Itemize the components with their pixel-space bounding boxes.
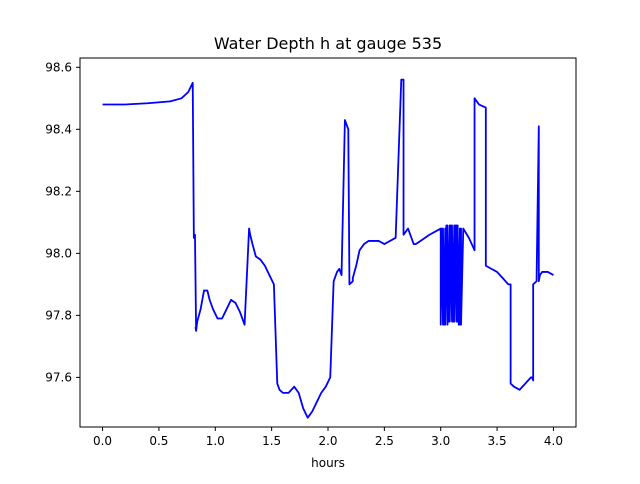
x-axis: 0.0 0.5 1.0 1.5 2.0 2.5 3.0 3.5 4.0 [93, 427, 563, 448]
x-tick-label: 2.0 [318, 434, 337, 448]
x-tick-label: 2.5 [375, 434, 394, 448]
chart-title: Water Depth h at gauge 535 [214, 34, 442, 53]
y-tick-label: 97.6 [45, 370, 72, 384]
plot-area [102, 78, 554, 419]
y-tick-label: 98.0 [45, 246, 72, 260]
y-axis: 97.6 97.8 98.0 98.2 98.4 98.6 [45, 60, 80, 384]
x-tick-label: 4.0 [544, 434, 563, 448]
y-tick-label: 98.2 [45, 184, 72, 198]
x-axis-label: hours [311, 456, 345, 470]
x-tick-label: 1.0 [206, 434, 225, 448]
y-tick-label: 98.6 [45, 60, 72, 74]
x-tick-label: 0.5 [149, 434, 168, 448]
series-line-0 [102, 78, 554, 419]
y-tick-label: 97.8 [45, 308, 72, 322]
x-tick-label: 0.0 [93, 434, 112, 448]
x-tick-label: 3.5 [488, 434, 507, 448]
x-tick-label: 3.0 [431, 434, 450, 448]
y-tick-label: 98.4 [45, 122, 72, 136]
x-tick-label: 1.5 [262, 434, 281, 448]
